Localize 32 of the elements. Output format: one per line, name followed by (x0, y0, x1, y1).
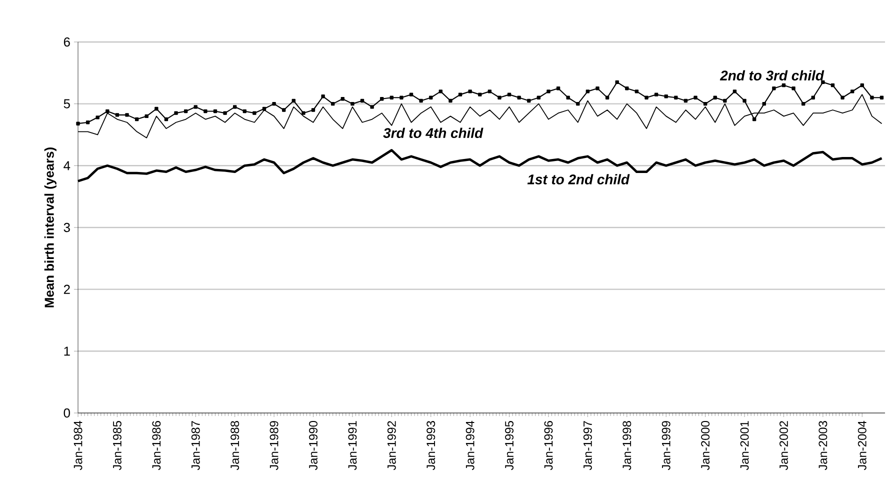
x-tick-label: Jan-1993 (426, 421, 436, 470)
x-tick-label: Jan-1998 (622, 421, 632, 470)
y-tick-label: 0 (64, 408, 70, 418)
x-tick-label: Jan-1989 (270, 421, 278, 470)
x-tick-label: Jan-1988 (230, 421, 240, 470)
y-tick-label: 1 (64, 346, 70, 356)
x-tick-label: Jan-1991 (348, 421, 357, 470)
x-tick-label: Jan-1994 (466, 420, 474, 470)
x-tick-label: Jan-1992 (387, 421, 396, 470)
x-tick-label: Jan-1996 (544, 421, 553, 470)
x-tick-label: Jan-1995 (505, 421, 514, 470)
x-tick-label: Jan-2002 (780, 421, 788, 470)
x-tick-label: Jan-2001 (740, 421, 749, 470)
x-tick-label: Jan-1984 (74, 420, 82, 470)
y-tick-label: 5 (64, 99, 70, 108)
y-tick-label: 6 (64, 37, 70, 47)
x-tick-label: Jan-1990 (309, 420, 318, 470)
y-tick-label: 2 (64, 284, 70, 294)
x-tick-label: Jan-1999 (662, 421, 670, 470)
series-label: 1st to 2nd child (527, 174, 630, 184)
x-tick-label: Jan-1986 (152, 421, 161, 470)
x-tick-label: Jan-2000 (701, 420, 710, 470)
x-tick-label: Jan-2004 (858, 420, 866, 470)
x-tick-label: Jan-1987 (191, 421, 200, 470)
y-axis-title: Mean birth interval (years) (44, 148, 56, 308)
x-tick-label: Jan-1985 (112, 421, 122, 470)
series-label: 3rd to 4th child (383, 128, 484, 138)
y-tick-label: 4 (64, 161, 70, 170)
x-tick-label: Jan-1997 (583, 421, 592, 470)
x-tick-label: Jan-2003 (818, 421, 828, 470)
y-tick-label: 3 (64, 222, 70, 232)
series-label: 2nd to 3rd child (720, 70, 824, 80)
